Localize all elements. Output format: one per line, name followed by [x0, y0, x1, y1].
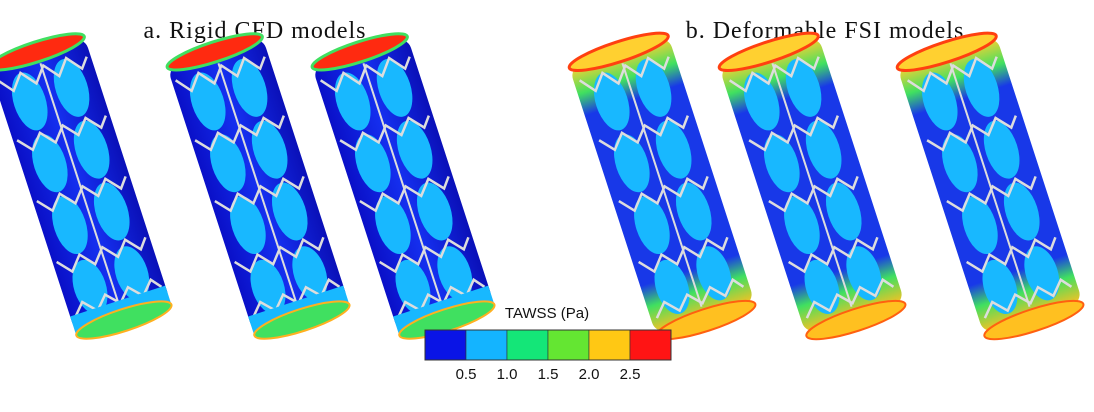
stent-model	[894, 26, 1087, 346]
panel-title: b. Deformable FSI models	[686, 18, 965, 44]
page: {"panels": [{"title": "a. Rigid CFD mode…	[0, 0, 1094, 412]
colorbar-tick-label: 0.5	[456, 366, 477, 383]
colorbar-segment	[548, 330, 589, 360]
colorbar: 0.5 1.0 1.5 2.0 2.5	[425, 330, 671, 383]
stent-model	[0, 27, 175, 346]
colorbar-tick-label: 1.5	[538, 366, 559, 383]
colorbar-segment	[507, 330, 548, 360]
colorbar-segment	[630, 330, 671, 360]
colorbar-segment	[466, 330, 507, 360]
colorbar-tick-label: 1.0	[497, 366, 518, 383]
colorbar-tick-label: 2.5	[620, 366, 641, 383]
colorbar-tick-label: 2.0	[579, 366, 600, 383]
figure: a. Rigid CFD models b. Deformable FSI mo…	[0, 0, 1094, 412]
colorbar-segment	[425, 330, 466, 360]
legend-title: TAWSS (Pa)	[505, 305, 589, 322]
colorbar-segment	[589, 330, 630, 360]
